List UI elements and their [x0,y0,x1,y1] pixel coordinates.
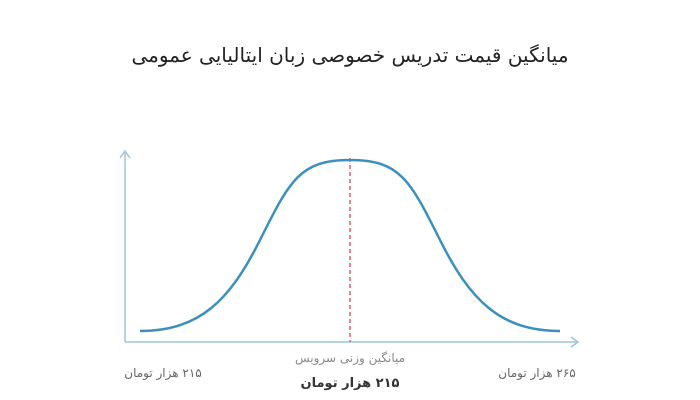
y-axis-arrow [119,149,131,159]
center-value: ۲۱۵ هزار تومان [301,376,400,391]
left-label: ۲۱۵ هزار تومان [124,366,202,381]
center-caption: میانگین وزنی سرویس [295,351,405,366]
x-axis-arrow [570,336,580,348]
bell-curve [139,158,561,333]
title: میانگین قیمت تدریس خصوصی زبان ایتالیایی … [131,43,568,67]
right-label: ۲۶۵ هزار تومان [498,366,576,381]
